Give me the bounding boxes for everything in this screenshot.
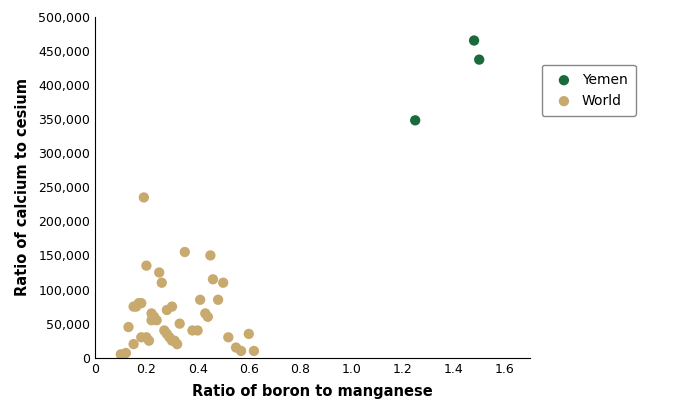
World <box>171 341 182 347</box>
World <box>169 337 180 344</box>
World <box>141 334 152 341</box>
World <box>167 337 177 344</box>
World <box>128 341 139 347</box>
World <box>248 348 259 354</box>
World <box>136 334 147 341</box>
Legend: Yemen, World: Yemen, World <box>542 64 636 116</box>
Yemen <box>410 117 421 124</box>
World <box>187 327 198 334</box>
World <box>131 303 141 310</box>
World <box>205 252 216 259</box>
Yemen <box>469 37 479 44</box>
World <box>236 348 247 354</box>
World <box>123 324 134 330</box>
World <box>156 280 167 286</box>
Y-axis label: Ratio of calcium to cesium: Ratio of calcium to cesium <box>15 78 30 296</box>
World <box>161 331 172 337</box>
World <box>146 317 157 324</box>
Yemen <box>474 56 485 63</box>
World <box>161 307 172 313</box>
World <box>213 297 224 303</box>
World <box>218 280 228 286</box>
World <box>136 300 147 307</box>
World <box>223 334 234 341</box>
World <box>116 351 126 358</box>
World <box>231 344 241 351</box>
World <box>133 300 144 307</box>
World <box>120 350 131 357</box>
World <box>154 269 165 276</box>
World <box>194 297 205 303</box>
X-axis label: Ratio of boron to manganese: Ratio of boron to manganese <box>192 384 433 399</box>
World <box>128 303 139 310</box>
World <box>151 317 162 324</box>
World <box>159 327 170 334</box>
World <box>139 194 150 201</box>
World <box>200 310 211 317</box>
World <box>146 310 157 317</box>
World <box>149 314 160 320</box>
World <box>207 276 218 282</box>
World <box>192 327 203 334</box>
World <box>167 303 177 310</box>
World <box>141 262 152 269</box>
World <box>203 314 214 320</box>
World <box>174 320 185 327</box>
World <box>180 249 190 255</box>
World <box>243 331 254 337</box>
World <box>164 334 175 341</box>
World <box>143 337 154 344</box>
